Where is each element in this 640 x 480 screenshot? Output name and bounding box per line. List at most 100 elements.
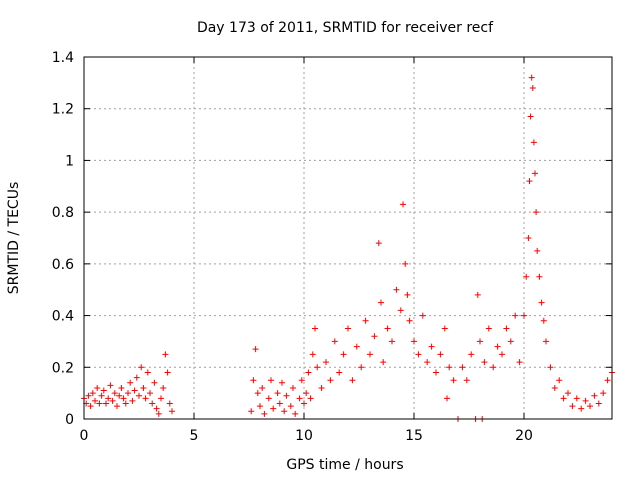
data-point [85,392,92,399]
data-point [556,377,563,384]
data-point [367,351,373,358]
data-point [265,395,272,402]
data-point [122,400,129,407]
data-point [591,392,598,399]
data-point [371,333,378,340]
data-point [290,384,296,391]
x-axis-label: GPS time / hours [286,457,403,473]
data-point [160,384,167,391]
data-point [305,369,312,376]
data-point [389,338,395,345]
data-point [96,400,103,407]
data-point [89,390,96,397]
data-point [164,369,171,376]
data-point [281,408,288,415]
data-point [327,377,334,384]
data-point [131,387,138,394]
data-point [507,338,514,345]
data-point [404,291,411,298]
data-point [276,400,283,407]
data-point [533,209,540,216]
data-point [540,317,547,324]
data-point [527,113,534,120]
data-point [512,312,519,319]
data-point [314,364,321,371]
data-point [151,379,158,386]
data-point [516,359,523,366]
data-point [298,377,305,384]
y-tick-label: 1.4 [52,50,74,66]
data-point [303,390,310,397]
y-axis-label: SRMTID / TECUs [6,182,22,295]
data-point [380,359,387,366]
data-point [397,307,404,314]
data-point [485,325,492,332]
data-point [400,201,406,208]
data-point [153,405,160,412]
y-tick-label: 0.2 [52,360,74,376]
data-point [279,379,285,386]
data-point [92,397,98,404]
data-point [331,338,338,345]
data-point [118,384,125,391]
data-point [309,351,316,358]
data-point [384,325,391,332]
data-point [259,384,266,391]
data-point [107,382,114,389]
data-point [142,395,149,402]
data-point [444,395,450,402]
data-point [532,170,538,177]
data-point [362,317,369,324]
y-tick-label: 0.4 [52,309,74,325]
data-point [94,384,101,391]
data-point [521,312,527,319]
y-tick-label: 1 [65,153,74,169]
data-point [477,338,483,345]
data-point [149,400,156,407]
data-point [437,351,444,358]
plot-frame [83,56,613,420]
data-point [528,74,535,81]
data-point [446,364,453,371]
data-point [318,384,325,391]
data-point [109,397,116,404]
data-point [283,392,290,399]
data-point [100,387,107,394]
data-point [138,364,145,371]
data-point [604,377,611,384]
data-point [270,405,277,412]
x-tick-label: 10 [295,428,313,444]
data-point [120,395,127,402]
data-point [257,403,263,410]
data-point [133,374,140,381]
data-point [419,312,426,319]
data-point [340,351,347,358]
data-point [523,273,530,280]
data-point [254,390,261,397]
data-point [459,364,466,371]
data-point [307,395,314,402]
data-point [463,377,470,384]
data-point [158,395,164,402]
x-tick-label: 20 [515,428,533,444]
data-point [587,403,593,410]
data-point [140,384,147,391]
data-point [127,379,134,386]
data-point [345,325,351,332]
data-point [312,325,318,332]
x-tick-label: 0 [80,428,89,444]
data-point [336,369,343,376]
x-tick-label: 15 [405,428,423,444]
data-point [525,235,532,241]
data-point [433,369,439,376]
data-point [595,400,602,407]
data-point [248,408,255,415]
data-point [296,395,303,402]
data-points [81,74,615,422]
data-point [415,351,422,358]
data-point [169,408,175,415]
grid [84,57,612,419]
data-point [125,390,131,397]
y-tick-label: 1.2 [52,102,74,118]
